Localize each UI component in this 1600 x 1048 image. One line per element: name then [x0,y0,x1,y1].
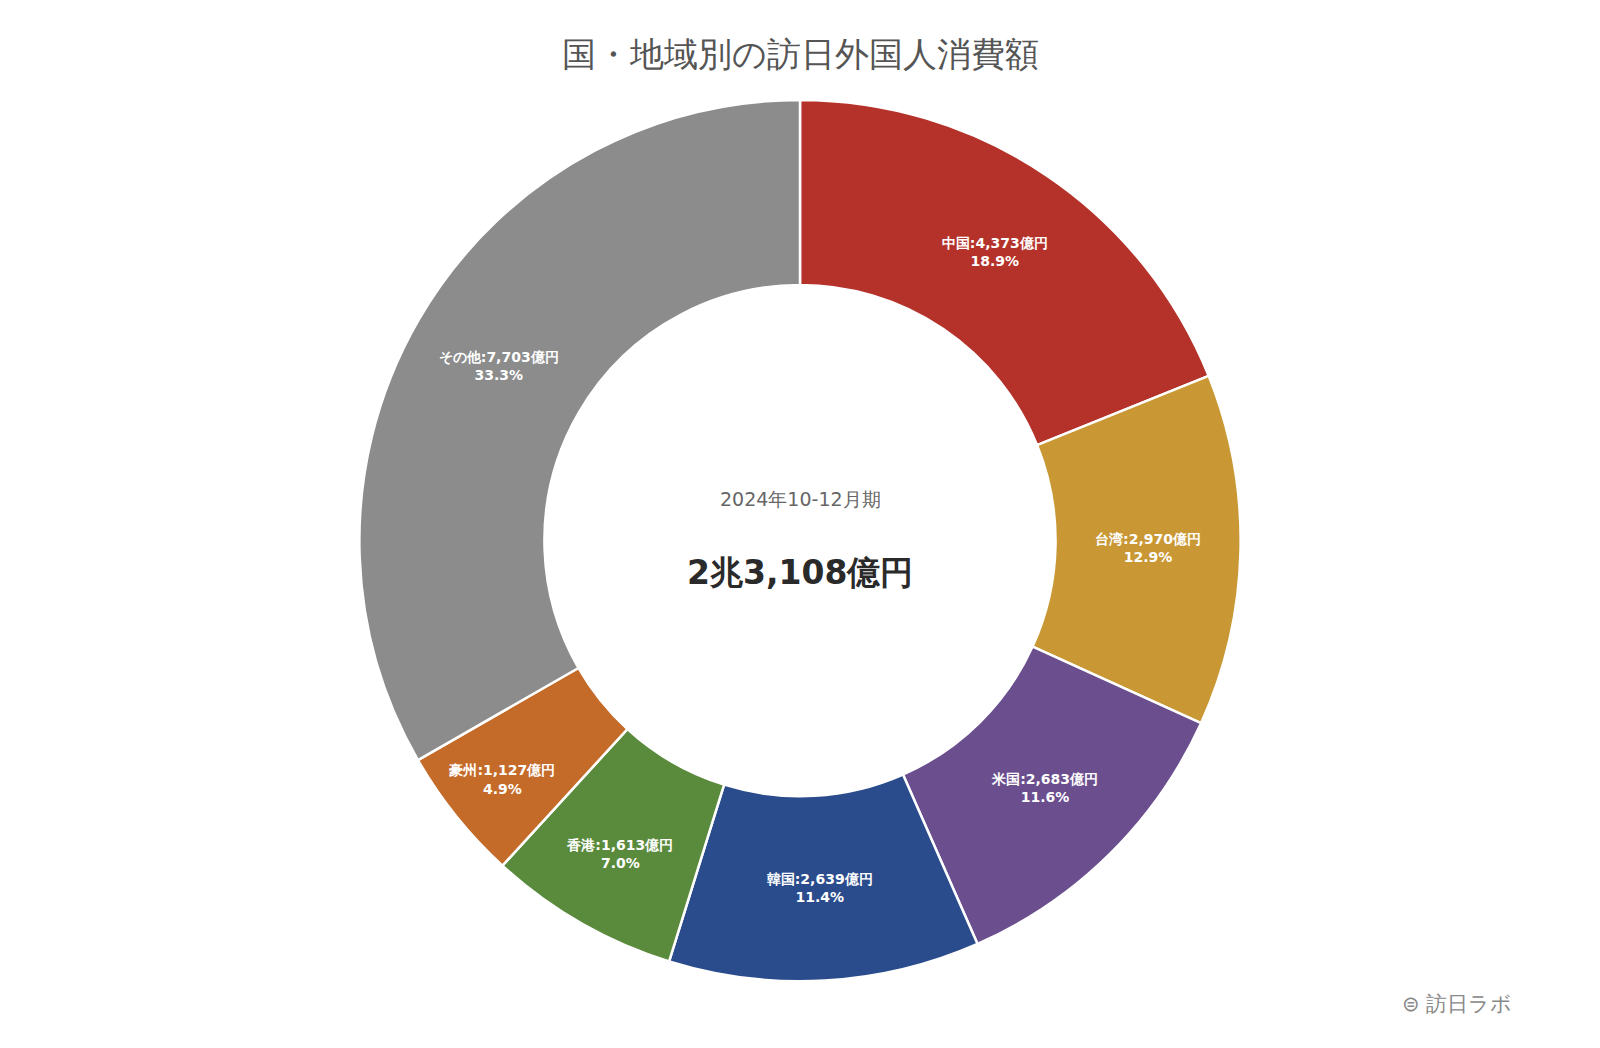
svg-text:国・地域別の訪日外国人消費額: 国・地域別の訪日外国人消費額 [562,34,1039,74]
svg-text:その他:7,703億円33.3%: その他:7,703億円33.3% [439,349,559,383]
svg-text:台湾:2,970億円12.9%: 台湾:2,970億円12.9% [1095,531,1201,565]
svg-text:2兆3,108億円: 2兆3,108億円 [687,553,913,592]
svg-text:韓国:2,639億円11.4%: 韓国:2,639億円11.4% [767,871,873,905]
svg-text:豪州:1,127億円4.9%: 豪州:1,127億円4.9% [448,762,555,796]
svg-text:⊜ 訪日ラボ: ⊜ 訪日ラボ [1402,992,1512,1016]
svg-text:香港:1,613億円7.0%: 香港:1,613億円7.0% [566,837,673,871]
svg-text:2024年10-12月期: 2024年10-12月期 [720,488,881,510]
svg-text:中国:4,373億円18.9%: 中国:4,373億円18.9% [942,235,1048,269]
svg-text:米国:2,683億円11.6%: 米国:2,683億円11.6% [991,771,1098,805]
